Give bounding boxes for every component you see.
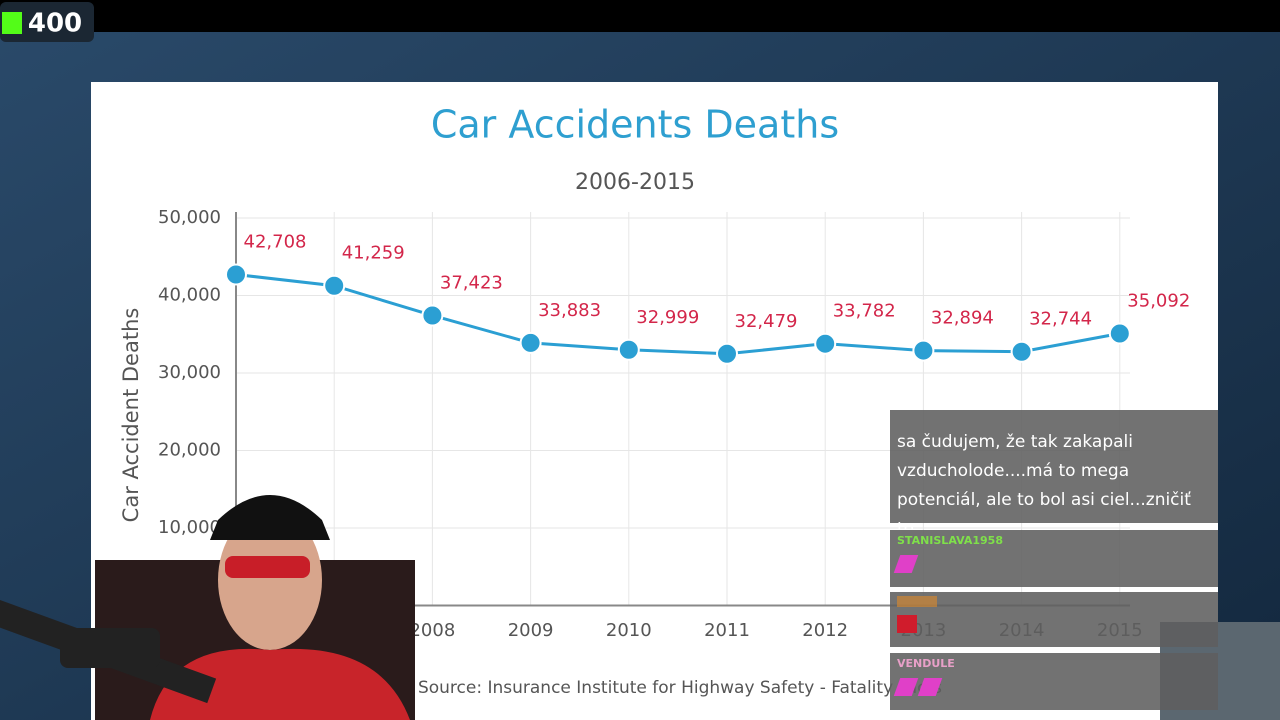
data-label: 32,894	[931, 308, 994, 329]
data-label: 33,782	[833, 301, 896, 322]
data-label: 32,479	[735, 311, 798, 332]
point	[421, 304, 444, 327]
x-tick-label: 2012	[802, 620, 848, 641]
data-label: 35,092	[1127, 291, 1190, 312]
data-label: 41,259	[342, 243, 405, 264]
point	[617, 338, 640, 361]
y-tick-label: 20,000	[158, 440, 221, 461]
chat-user: VENDULE	[897, 657, 955, 670]
emote	[893, 678, 919, 696]
chat-user-hidden	[897, 596, 937, 607]
webcam	[0, 495, 1280, 720]
emote	[917, 678, 943, 696]
chat-message: VENDULE	[890, 653, 1218, 710]
x-tick-label: 2009	[508, 620, 554, 641]
chat-user-hidden	[897, 414, 1211, 428]
x-tick-label: 2008	[409, 620, 455, 641]
point	[814, 332, 837, 355]
glasses	[225, 556, 310, 578]
face	[218, 510, 322, 650]
shirt	[150, 648, 410, 720]
kick-logo	[2, 12, 22, 34]
chat-user: STANISLAVA1958	[897, 534, 1003, 547]
counter: 400	[28, 9, 82, 39]
data-label: 33,883	[538, 300, 601, 321]
chart-subtitle: 2006-2015	[575, 170, 695, 195]
data-label: 32,744	[1029, 309, 1092, 330]
point	[519, 331, 542, 354]
y-tick-label: 50,000	[158, 207, 221, 228]
counter-box	[0, 2, 94, 42]
point	[323, 274, 346, 297]
x-tick-label: 2011	[704, 620, 750, 641]
x-tick-label: 2010	[606, 620, 652, 641]
microphone	[60, 628, 160, 668]
line	[235, 273, 1121, 356]
cap	[210, 495, 330, 540]
chat-text: sa čudujem, že tak zakapali vzducholode.…	[897, 432, 1191, 539]
chat-message	[890, 592, 1218, 647]
data-label: 37,423	[440, 272, 503, 293]
data-label: 32,999	[636, 307, 699, 328]
top-bar	[0, 0, 1280, 32]
emotes	[893, 678, 1211, 696]
chat-message: STANISLAVA1958	[890, 530, 1218, 587]
y-axis-label: Car Accident Deaths	[119, 308, 143, 523]
chat-message: sa čudujem, že tak zakapali vzducholode.…	[890, 410, 1218, 539]
emote	[897, 615, 917, 633]
y-tick-label: 40,000	[158, 285, 221, 306]
point	[716, 342, 738, 365]
source: Source: Insurance Institute for Highway …	[418, 678, 942, 698]
data-label: 42,708	[244, 232, 307, 253]
point	[1108, 322, 1131, 345]
point	[225, 263, 247, 286]
y-tick-label: 30,000	[158, 362, 221, 383]
y-tick-label: 10,000	[158, 517, 221, 538]
point	[1010, 340, 1033, 363]
emote	[893, 555, 919, 573]
point	[912, 339, 935, 362]
chart-title: Car Accidents Deaths	[431, 103, 839, 147]
